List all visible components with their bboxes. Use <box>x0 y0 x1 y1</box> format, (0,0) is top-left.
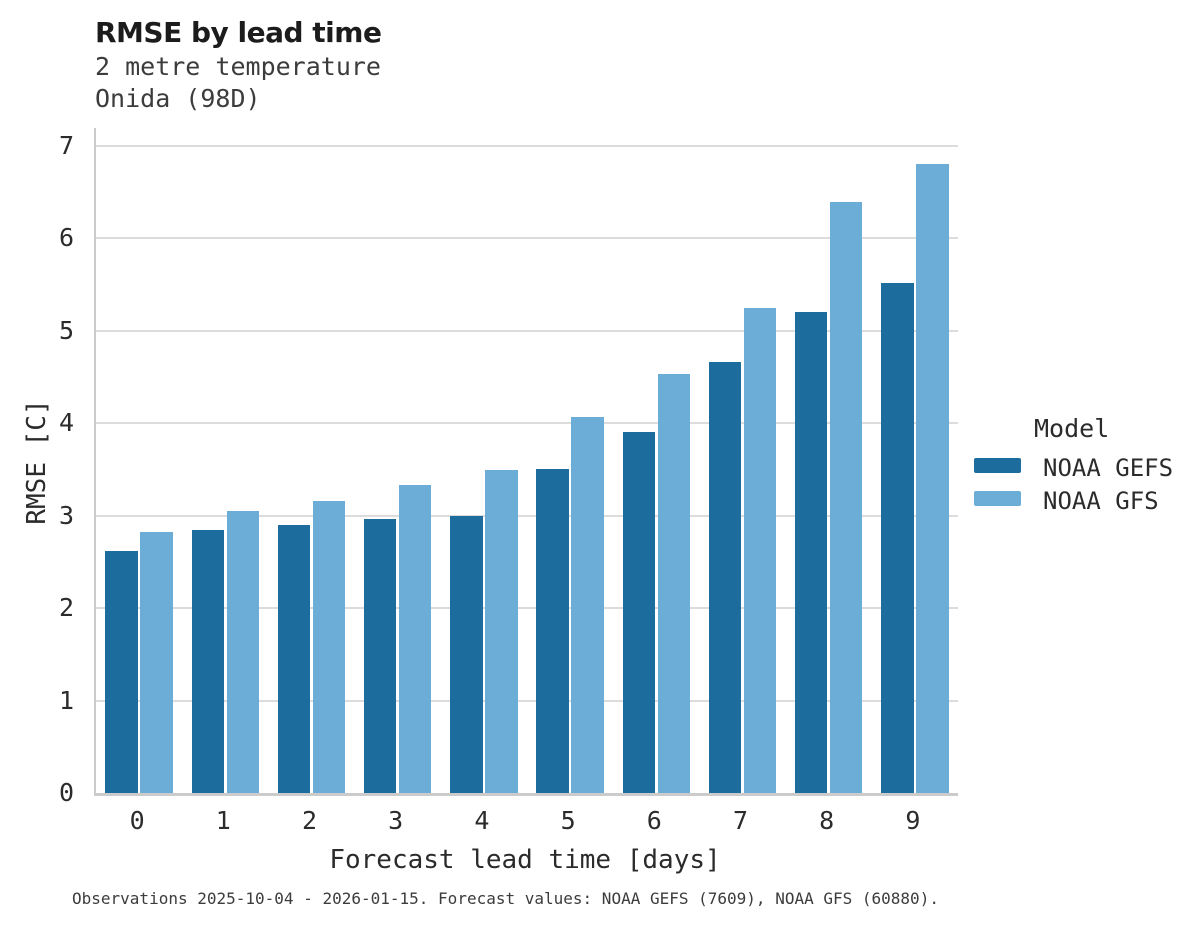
x-tick-label-3: 3 <box>388 806 404 835</box>
bar-noaa-gefs-lead-4 <box>450 515 483 793</box>
y-tick-label-4: 4 <box>58 408 74 438</box>
legend-title: Model <box>1034 414 1110 443</box>
bar-noaa-gefs-lead-8 <box>794 312 828 793</box>
bar-noaa-gfs-lead-4 <box>485 470 518 793</box>
gridline-y-2 <box>96 607 958 610</box>
gridline-y-3 <box>96 514 958 517</box>
y-tick-label-2: 2 <box>58 593 74 623</box>
bar-noaa-gfs-lead-3 <box>398 485 432 793</box>
bar-noaa-gefs-lead-9 <box>881 282 914 793</box>
x-tick-label-2: 2 <box>301 806 318 835</box>
bar-noaa-gfs-lead-2 <box>312 500 346 793</box>
bar-noaa-gfs-lead-6 <box>657 374 691 793</box>
y-tick-label-0: 0 <box>58 778 74 807</box>
x-tick-label-6: 6 <box>646 806 662 835</box>
gridline-y-7 <box>96 144 958 147</box>
y-tick-label-6: 6 <box>58 223 74 253</box>
plot-area <box>94 128 958 796</box>
legend-label-noaa-gefs: NOAA GEFS <box>1043 454 1174 482</box>
bar-noaa-gefs-lead-0 <box>105 550 138 793</box>
bar-noaa-gfs-lead-7 <box>743 307 777 793</box>
bar-noaa-gefs-lead-7 <box>708 362 742 793</box>
bar-noaa-gefs-lead-5 <box>536 469 569 793</box>
bar-noaa-gefs-lead-2 <box>277 524 311 793</box>
y-axis-title: RMSE [C] <box>22 399 52 525</box>
gridline-y-1 <box>96 699 958 702</box>
page-title: RMSE by lead time <box>95 16 382 49</box>
bar-noaa-gfs-lead-5 <box>571 416 604 793</box>
subtitle-station: Onida (98D) <box>95 84 261 113</box>
x-tick-label-9: 9 <box>905 806 921 835</box>
legend-swatch-noaa-gefs <box>974 458 1021 473</box>
x-tick-label-7: 7 <box>732 806 749 835</box>
footer-note: Observations 2025-10-04 - 2026-01-15. Fo… <box>72 889 939 908</box>
bar-noaa-gfs-lead-9 <box>916 164 949 793</box>
x-axis-title: Forecast lead time [days] <box>329 845 721 875</box>
x-tick-label-1: 1 <box>215 806 231 835</box>
gridline-y-4 <box>96 422 958 425</box>
bar-noaa-gefs-lead-3 <box>363 519 397 793</box>
subtitle-variable: 2 metre temperature <box>95 52 381 81</box>
gridline-y-5 <box>96 329 958 332</box>
bar-noaa-gefs-lead-1 <box>191 529 225 793</box>
y-tick-label-7: 7 <box>58 130 74 160</box>
gridline-y-6 <box>96 237 958 240</box>
bar-noaa-gfs-lead-8 <box>829 202 863 793</box>
y-tick-label-1: 1 <box>58 685 74 715</box>
x-tick-label-4: 4 <box>474 806 490 835</box>
bar-noaa-gfs-lead-1 <box>226 511 260 793</box>
y-tick-label-3: 3 <box>58 500 74 530</box>
bar-noaa-gefs-lead-6 <box>622 432 656 793</box>
x-tick-label-8: 8 <box>819 806 835 835</box>
legend-label-noaa-gfs: NOAA GFS <box>1043 487 1159 515</box>
bar-noaa-gfs-lead-0 <box>140 532 173 793</box>
y-tick-label-5: 5 <box>58 315 74 345</box>
x-tick-label-0: 0 <box>129 806 145 835</box>
legend-swatch-noaa-gfs <box>974 491 1021 506</box>
x-tick-label-5: 5 <box>560 806 576 835</box>
